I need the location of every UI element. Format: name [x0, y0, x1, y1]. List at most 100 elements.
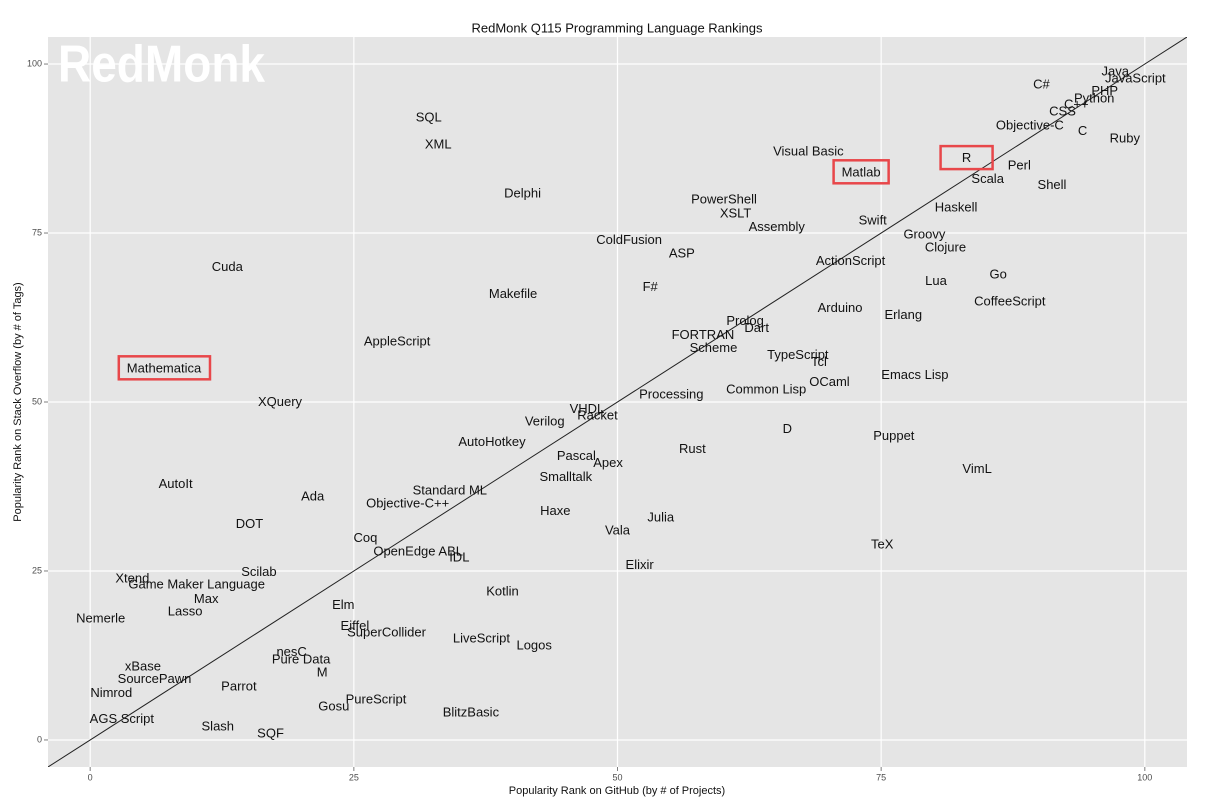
- language-label: Ruby: [1110, 131, 1141, 146]
- language-label: Haxe: [540, 503, 570, 518]
- language-label: Mathematica: [127, 360, 202, 375]
- language-label: XSLT: [720, 206, 752, 221]
- language-label: Lua: [925, 273, 947, 288]
- language-label: Assembly: [749, 219, 806, 234]
- language-label: Scilab: [241, 564, 276, 579]
- chart-title: RedMonk Q115 Programming Language Rankin…: [472, 20, 763, 35]
- language-label: Emacs Lisp: [881, 367, 948, 382]
- language-label: PureScript: [346, 692, 407, 707]
- watermark: RedMonk: [58, 36, 265, 94]
- highlight-box: [832, 159, 890, 185]
- y-tick-label: 25: [32, 565, 42, 575]
- language-label: Makefile: [489, 286, 537, 301]
- language-label: Elm: [332, 597, 354, 612]
- language-label: Elixir: [626, 557, 655, 572]
- language-label: Swift: [859, 212, 888, 227]
- language-label: Standard ML: [413, 483, 487, 498]
- language-label: AGS Script: [90, 711, 155, 726]
- language-label: Parrot: [221, 679, 257, 694]
- language-label: SourcePawn: [118, 671, 192, 686]
- language-label: FORTRAN: [672, 327, 735, 342]
- language-label: Haskell: [935, 199, 978, 214]
- x-tick-label: 0: [88, 772, 93, 782]
- language-label: Clojure: [925, 239, 966, 254]
- language-label: C: [1078, 123, 1087, 138]
- language-label: AutoIt: [159, 476, 193, 491]
- language-label: Apex: [593, 455, 623, 470]
- language-label: F#: [643, 279, 659, 294]
- language-label: Lasso: [168, 604, 203, 619]
- language-label: VHDL: [570, 401, 605, 416]
- language-label: Objective-C++: [366, 496, 449, 511]
- language-label: AutoHotkey: [458, 434, 526, 449]
- language-label: Ada: [301, 489, 325, 504]
- language-label: Python: [1074, 91, 1114, 106]
- y-axis-title: Popularity Rank on Stack Overflow (by # …: [12, 282, 24, 521]
- language-label: Shell: [1038, 177, 1067, 192]
- y-tick-label: 100: [27, 58, 42, 68]
- language-label: Tcl: [811, 354, 827, 369]
- language-label: Common Lisp: [726, 381, 806, 396]
- x-tick-label: 75: [876, 772, 886, 782]
- y-tick-label: 75: [32, 227, 42, 237]
- language-label: SQL: [416, 110, 442, 125]
- language-label: Verilog: [525, 414, 565, 429]
- language-label: Coq: [354, 530, 378, 545]
- x-tick-label: 25: [349, 772, 359, 782]
- y-tick-label: 50: [32, 396, 42, 406]
- language-label: OpenEdge ABL: [373, 543, 463, 558]
- language-label: SuperCollider: [347, 625, 426, 640]
- language-label: Pure Data: [272, 652, 331, 667]
- language-label: Scheme: [690, 340, 738, 355]
- language-label: Java: [1102, 64, 1130, 79]
- language-label: C++: [1064, 97, 1089, 112]
- language-label: Gosu: [318, 698, 349, 713]
- language-label: Perl: [1008, 158, 1031, 173]
- language-label: SQF: [257, 725, 284, 740]
- language-label: ActionScript: [816, 253, 886, 268]
- language-label: Processing: [639, 387, 703, 402]
- language-label: CSS: [1049, 103, 1076, 118]
- language-label: Go: [990, 266, 1007, 281]
- language-label: Racket: [577, 408, 618, 423]
- language-label: TypeScript: [767, 347, 829, 362]
- language-label: Logos: [516, 637, 552, 652]
- language-label: Scala: [971, 171, 1004, 186]
- language-label: ColdFusion: [596, 232, 662, 247]
- language-label: ASP: [669, 245, 695, 260]
- language-label: Nemerle: [76, 610, 125, 625]
- language-label: Groovy: [903, 226, 945, 241]
- language-label: Delphi: [504, 185, 541, 200]
- language-label: DOT: [236, 516, 264, 531]
- x-tick-label: 100: [1137, 772, 1152, 782]
- language-label: Prolog: [726, 313, 764, 328]
- language-label: Matlab: [842, 164, 881, 179]
- language-label: VimL: [962, 461, 991, 476]
- language-label: M: [317, 664, 328, 679]
- language-label: Erlang: [885, 307, 923, 322]
- language-label: Arduino: [818, 300, 863, 315]
- language-label: Nimrod: [90, 685, 132, 700]
- language-label: CoffeeScript: [974, 293, 1046, 308]
- language-label: D: [783, 421, 792, 436]
- language-label: Xtend: [115, 571, 149, 586]
- language-label: PHP: [1091, 83, 1118, 98]
- language-label: LiveScript: [453, 631, 510, 646]
- language-label: Vala: [605, 523, 631, 538]
- language-label: R: [962, 150, 971, 165]
- language-label: Cuda: [212, 259, 244, 274]
- highlight-box: [939, 144, 994, 171]
- language-label: Pascal: [557, 448, 596, 463]
- language-label: Visual Basic: [773, 143, 844, 158]
- diagonal-line: [48, 37, 1187, 767]
- language-label: Objective-C: [996, 118, 1064, 133]
- language-label: BlitzBasic: [443, 704, 500, 719]
- x-tick-label: 50: [612, 772, 622, 782]
- language-label: XML: [425, 137, 452, 152]
- language-label: Puppet: [873, 428, 915, 443]
- language-label: nesC: [276, 644, 306, 659]
- language-label: JavaScript: [1105, 70, 1166, 85]
- language-label: Smalltalk: [539, 469, 592, 484]
